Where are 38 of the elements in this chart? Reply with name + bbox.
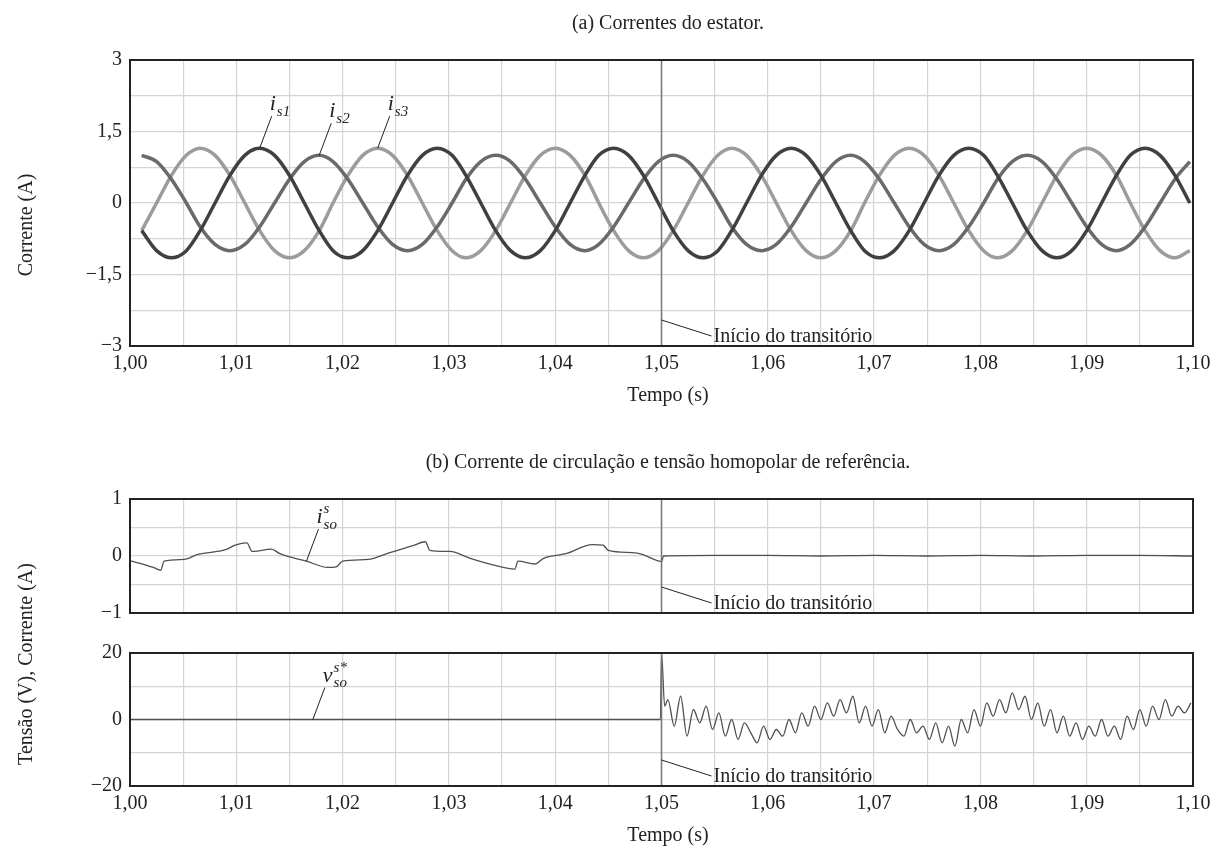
ref-line-label: Início do transitório	[713, 591, 873, 613]
x-tick-label: 1,05	[644, 791, 679, 814]
x-tick-label: 1,06	[750, 351, 786, 374]
x-tick-label: 1,05	[644, 351, 679, 374]
x-tick-label: 1,07	[856, 791, 892, 814]
chart-title: (b) Corrente de circulação e tensão homopolar de referência.	[424, 449, 912, 475]
y-tick-label: −1,5	[85, 261, 122, 284]
y-tick-label: 1,5	[97, 118, 122, 141]
x-tick-label: 1,01	[218, 791, 254, 814]
x-tick-label: 1,09	[1069, 351, 1105, 374]
x-tick-label: 1,06	[750, 791, 786, 814]
x-tick-label: 1,08	[962, 351, 998, 374]
x-tick-label: 1,01	[218, 351, 254, 374]
x-tick-label: 1,04	[537, 351, 573, 374]
x-tick-label: 1,02	[325, 791, 361, 814]
x-tick-label: 1,03	[431, 791, 467, 814]
x-tick-label: 1,04	[537, 791, 573, 814]
y-tick-label: 0	[112, 543, 122, 566]
x-axis-title: Tempo (s)	[626, 822, 710, 848]
y-tick-label: 1	[112, 486, 122, 509]
ref-line-label: Início do transitório	[713, 764, 873, 786]
y-tick-label: 3	[112, 47, 122, 70]
ref-line-label: Início do transitório	[713, 324, 873, 346]
x-tick-label: 1,10	[1175, 791, 1211, 814]
x-tick-label: 1,10	[1175, 351, 1211, 374]
x-tick-label: 1,07	[856, 351, 892, 374]
x-axis-title: Tempo (s)	[626, 382, 710, 408]
y-tick-label: 0	[112, 190, 122, 213]
y-tick-label: −1	[100, 600, 122, 623]
y-tick-label: 0	[112, 706, 122, 729]
y-axis-title: Corrente (A)	[13, 173, 37, 276]
y-tick-label: 20	[102, 640, 122, 663]
x-tick-label: 1,03	[431, 351, 467, 374]
chart-title: (a) Correntes do estator.	[570, 10, 766, 36]
x-tick-label: 1,02	[325, 351, 361, 374]
x-tick-label: 1,08	[962, 791, 998, 814]
x-tick-label: 1,09	[1069, 791, 1105, 814]
y-axis-title: Tensão (V), Corrente (A)	[13, 563, 37, 765]
